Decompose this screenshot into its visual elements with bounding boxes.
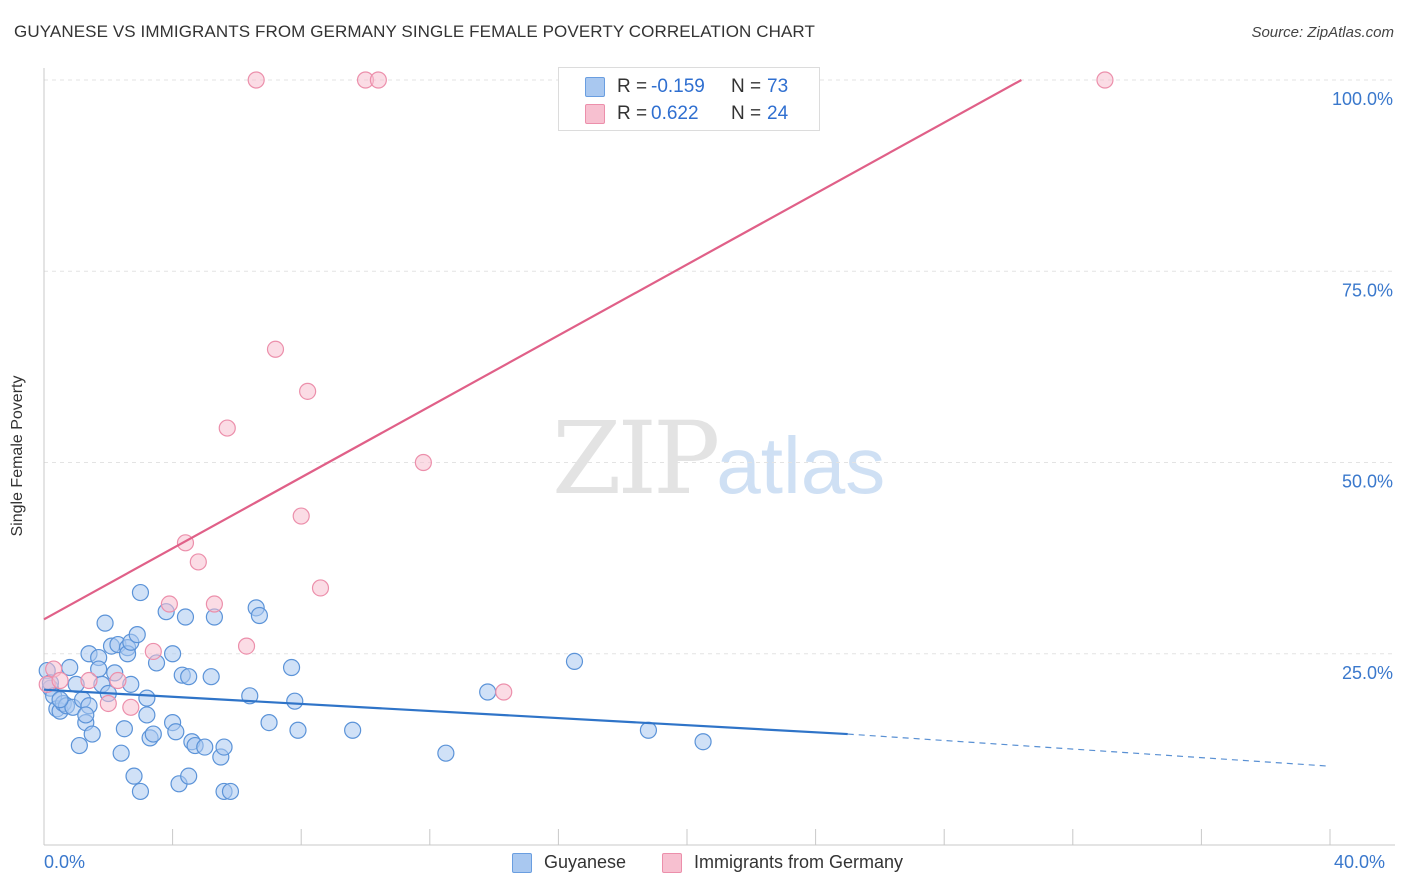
data-point-guyanese <box>70 736 88 755</box>
legend-swatch-guyanese <box>512 852 532 873</box>
data-point-germany <box>495 683 513 701</box>
x-tick-label-min: 0.0% <box>44 852 86 872</box>
data-point-guyanese <box>260 713 278 732</box>
data-point-guyanese <box>51 691 69 709</box>
data-point-guyanese <box>180 767 198 785</box>
legend-swatch-germany <box>585 104 605 124</box>
data-point-germany <box>160 595 178 613</box>
watermark-atlas: atlas <box>716 421 886 510</box>
data-point-guyanese <box>565 652 584 671</box>
data-point-guyanese <box>202 668 220 686</box>
data-point-guyanese <box>286 692 304 710</box>
n-value: 24 <box>767 103 789 124</box>
data-point-guyanese <box>125 767 143 785</box>
data-point-guyanese <box>479 683 497 701</box>
data-point-guyanese <box>180 668 198 686</box>
data-point-guyanese <box>144 725 162 743</box>
data-point-guyanese <box>164 645 182 663</box>
data-point-germany <box>299 382 317 400</box>
r-value: -0.159 <box>651 76 705 97</box>
y-tick-label: 75.0% <box>1342 280 1393 300</box>
data-point-germany <box>414 453 432 472</box>
legend-label-germany: Immigrants from Germany <box>694 852 904 872</box>
y-axis-label: Single Female Poverty <box>9 375 26 537</box>
data-point-guyanese <box>77 706 95 724</box>
legend-swatch-germany <box>662 852 682 873</box>
data-point-guyanese <box>282 658 301 677</box>
legend-item-guyanese[interactable]: Guyanese <box>512 852 626 873</box>
legend-row-guyanese: R = -0.159 N = 73 <box>585 75 788 99</box>
watermark: ZIPatlas <box>552 400 885 517</box>
n-label: N = <box>731 76 762 97</box>
chart-title: GUYANESE VS IMMIGRANTS FROM GERMANY SING… <box>14 22 815 41</box>
data-point-guyanese <box>138 706 156 724</box>
data-point-guyanese <box>138 689 156 707</box>
data-point-germany <box>189 553 207 571</box>
data-point-guyanese <box>176 608 195 626</box>
n-label: N = <box>731 103 762 124</box>
data-point-germany <box>205 595 223 613</box>
data-point-germany <box>80 671 98 690</box>
data-point-guyanese <box>250 606 269 625</box>
r-value: 0.622 <box>651 103 699 124</box>
data-point-guyanese <box>344 721 362 739</box>
r-label: R = <box>617 76 648 97</box>
data-point-guyanese <box>131 583 150 602</box>
x-tick-label-max: 40.0% <box>1334 852 1386 872</box>
correlation-legend: R = -0.159 N = 73 R = 0.622 N = 24 <box>558 67 820 131</box>
data-point-germany <box>369 71 387 89</box>
data-point-germany <box>218 419 236 437</box>
legend-swatch-guyanese <box>585 77 605 97</box>
watermark-zip: ZIP <box>552 400 720 517</box>
data-point-guyanese <box>96 614 114 632</box>
y-tick-label: 50.0% <box>1342 472 1393 492</box>
data-point-germany <box>99 694 117 713</box>
data-point-guyanese <box>167 723 185 741</box>
trend-line-guyanese <box>43 688 848 736</box>
data-point-germany <box>247 71 265 89</box>
legend-item-germany[interactable]: Immigrants from Germany <box>662 852 903 873</box>
data-point-guyanese <box>83 725 101 743</box>
data-point-germany <box>266 340 285 358</box>
data-point-guyanese <box>196 738 214 756</box>
data-point-guyanese <box>128 626 146 644</box>
source-label: Source: ZipAtlas.com <box>1251 24 1394 41</box>
data-point-guyanese <box>437 744 455 762</box>
data-point-guyanese <box>115 720 133 738</box>
legend-label-guyanese: Guyanese <box>544 852 627 872</box>
data-point-germany <box>1096 71 1114 89</box>
data-point-germany <box>122 698 140 716</box>
data-point-guyanese <box>639 721 658 739</box>
series-legend: Guyanese Immigrants from Germany <box>0 852 1406 878</box>
trend-line-guyanese-extension <box>847 733 1331 767</box>
data-point-germany <box>144 642 162 661</box>
data-point-germany <box>237 637 256 655</box>
data-point-guyanese <box>112 744 130 762</box>
legend-row-germany: R = 0.622 N = 24 <box>585 102 788 126</box>
r-label: R = <box>617 103 648 124</box>
data-point-guyanese <box>131 782 150 801</box>
data-point-germany <box>109 671 127 690</box>
n-value: 73 <box>767 76 789 97</box>
y-tick-label: 100.0% <box>1332 89 1393 109</box>
data-point-germany <box>292 507 310 525</box>
y-tick-label: 25.0% <box>1342 663 1393 683</box>
data-point-guyanese <box>289 721 307 739</box>
data-point-germany <box>311 579 330 597</box>
data-point-guyanese <box>694 733 712 751</box>
trend-line-germany <box>43 79 1022 621</box>
data-point-germany <box>51 671 69 690</box>
data-point-guyanese <box>221 782 240 801</box>
data-point-guyanese <box>215 738 233 756</box>
